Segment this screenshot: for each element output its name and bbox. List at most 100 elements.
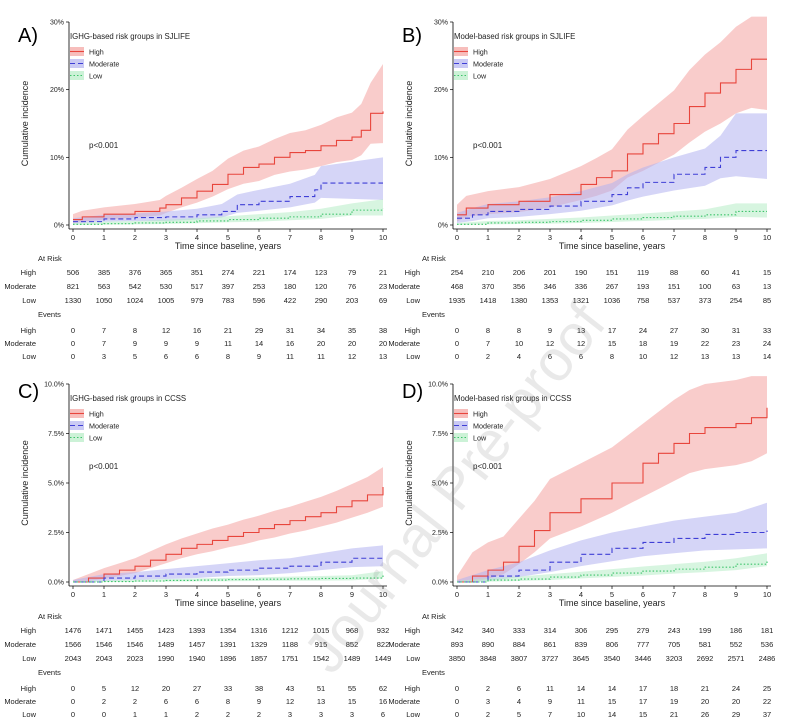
events-cell: 24 [763,339,771,348]
events-cell: 17 [639,697,647,706]
at-risk-cell: 1212 [282,626,299,635]
at-risk-cell: 3848 [480,654,497,663]
events-cell: 21 [701,684,709,693]
at-risk-cell: 1005 [158,296,175,305]
events-cell: 8 [610,352,614,361]
at-risk-group-label: Low [22,654,36,663]
series-line-low [73,208,384,225]
at-risk-cell: 968 [346,626,359,635]
at-risk-cell: 174 [284,268,297,277]
y-tick-label: 2.5% [48,530,64,537]
panel-letter: C) [18,381,39,403]
events-cell: 18 [639,339,647,348]
at-risk-group-label: Low [406,654,420,663]
at-risk-cell: 536 [761,640,774,649]
chart-title: IGHG-based risk groups in SJLIFE [70,32,190,41]
at-risk-cell: 1036 [604,296,621,305]
events-cell: 5 [517,710,521,719]
p-value: p<0.001 [89,462,119,471]
events-group-label: High [405,684,420,693]
events-cell: 33 [763,326,771,335]
x-tick-label: 1 [102,233,106,242]
events-cell: 2 [486,352,490,361]
at-risk-group-label: High [405,626,420,635]
events-group-label: High [21,326,36,335]
at-risk-cell: 119 [637,268,649,277]
events-heading: Events [422,668,445,677]
at-risk-cell: 340 [482,626,495,635]
series-line-high [457,58,767,216]
at-risk-cell: 373 [699,296,712,305]
events-cell: 34 [317,326,325,335]
x-tick-label: 3 [164,590,168,599]
y-tick-label: 20% [50,87,64,94]
at-risk-cell: 1542 [313,654,330,663]
at-risk-cell: 254 [451,268,464,277]
at-risk-group-label: Low [22,296,36,305]
at-risk-cell: 915 [315,640,328,649]
events-cell: 4 [517,352,521,361]
at-risk-cell: 336 [575,282,588,291]
at-risk-cell: 822 [377,640,390,649]
at-risk-cell: 2486 [759,654,776,663]
at-risk-cell: 79 [348,268,356,277]
x-tick-label: 4 [195,590,199,599]
events-cell: 20 [701,697,709,706]
at-risk-cell: 2023 [127,654,144,663]
x-tick-label: 7 [288,233,292,242]
panel-letter: A) [18,25,38,47]
legend-label-low: Low [89,434,103,443]
events-cell: 8 [486,326,490,335]
y-tick-label: 0% [54,223,64,230]
events-cell: 6 [195,352,199,361]
at-risk-cell: 376 [129,268,142,277]
x-tick-label: 1 [486,233,490,242]
at-risk-cell: 290 [315,296,328,305]
x-tick-label: 9 [734,233,738,242]
events-group-label: Low [22,352,36,361]
events-cell: 9 [257,697,261,706]
events-cell: 22 [701,339,709,348]
events-cell: 9 [548,697,552,706]
events-group-label: Low [406,352,420,361]
events-cell: 29 [732,710,740,719]
at-risk-group-label: Moderate [4,640,36,649]
at-risk-cell: 1935 [449,296,466,305]
events-cell: 5 [133,352,137,361]
y-axis-label: Cumulative incidence [404,81,414,167]
events-cell: 20 [379,339,387,348]
x-tick-label: 2 [133,233,137,242]
y-axis-label: Cumulative incidence [404,440,414,526]
events-cell: 17 [639,684,647,693]
at-risk-cell: 21 [379,268,387,277]
events-cell: 11 [317,352,325,361]
events-cell: 15 [608,697,616,706]
at-risk-group-label: High [21,626,36,635]
events-cell: 11 [546,684,554,693]
events-group-label: High [21,684,36,693]
x-axis-label: Time since baseline, years [559,241,666,251]
at-risk-cell: 123 [315,268,328,277]
at-risk-cell: 1354 [220,626,237,635]
events-cell: 20 [732,697,740,706]
events-group-label: Low [406,710,420,719]
events-group-label: Moderate [388,697,420,706]
at-risk-cell: 1546 [96,640,113,649]
at-risk-cell: 1471 [96,626,113,635]
y-tick-label: 5.0% [48,481,64,488]
events-cell: 62 [379,684,387,693]
series-line-high [73,111,384,221]
at-risk-cell: 63 [732,282,740,291]
x-tick-label: 9 [350,233,354,242]
at-risk-cell: 537 [668,296,681,305]
ci-band-moderate [457,502,767,582]
at-risk-cell: 151 [606,268,619,277]
events-cell: 2 [257,710,261,719]
at-risk-group-label: Low [406,296,420,305]
events-cell: 3 [319,710,323,719]
y-tick-label: 0.0% [432,580,448,587]
at-risk-heading: At Risk [422,612,446,621]
at-risk-cell: 1566 [65,640,82,649]
x-tick-label: 5 [226,590,230,599]
